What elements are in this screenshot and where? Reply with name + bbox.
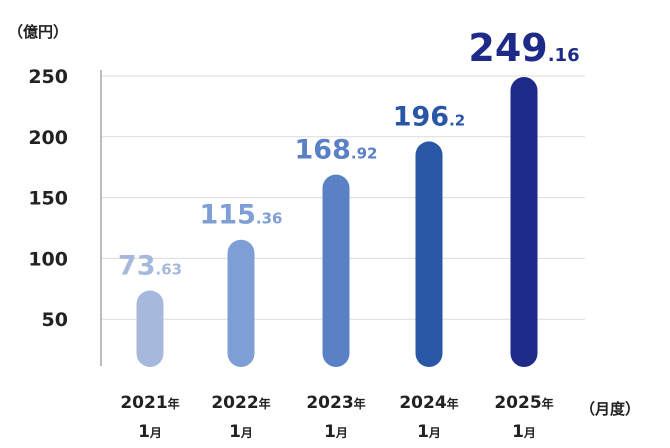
value-label-integer: 196 (393, 101, 449, 132)
value-label-integer: 168 (295, 135, 351, 166)
x-tick-year: 2024年 (399, 393, 458, 413)
value-label-decimal: .2 (449, 111, 465, 129)
value-label-2025: 249.16 (468, 26, 579, 70)
x-tick-year-suffix: 年 (168, 396, 180, 411)
value-label-decimal: .63 (156, 260, 183, 278)
x-tick-year-suffix: 年 (542, 396, 554, 411)
x-tick-month-number: 1 (229, 422, 241, 442)
bar-2025 (510, 77, 538, 368)
bar-2024 (415, 141, 443, 367)
x-tick-month-number: 1 (138, 422, 150, 442)
value-label-integer: 73 (118, 250, 156, 281)
bar-2023 (322, 174, 350, 367)
value-label-2023: 168.92 (295, 135, 378, 166)
x-tick-month: 1月 (512, 422, 536, 442)
x-tick-month: 1月 (138, 422, 162, 442)
x-tick-month-number: 1 (417, 422, 429, 442)
y-tick-label: 50 (42, 309, 68, 331)
value-label-integer: 249 (468, 26, 547, 70)
x-tick-year-suffix: 年 (354, 396, 366, 411)
x-tick-month-number: 1 (324, 422, 336, 442)
x-tick-year: 2025年 (494, 393, 553, 413)
x-tick-year-number: 2024 (399, 393, 446, 413)
x-tick-month: 1月 (229, 422, 253, 442)
y-tick-labels: 50 100 150 200 250 (28, 66, 68, 331)
y-tick-label: 150 (28, 188, 68, 210)
value-label-decimal: .92 (351, 145, 378, 163)
x-tick-month-suffix: 月 (240, 426, 253, 440)
bars (136, 77, 538, 368)
x-tick-month-suffix: 月 (523, 426, 536, 440)
value-label-integer: 115 (200, 200, 256, 231)
x-tick-year-suffix: 年 (259, 396, 271, 411)
x-tick-year-suffix: 年 (447, 396, 459, 411)
x-tick-year-number: 2022 (211, 393, 258, 413)
y-axis-unit: （億円） (8, 23, 68, 41)
x-tick-year: 2022年 (211, 393, 270, 413)
value-label-decimal: .36 (256, 210, 283, 228)
y-tick-label: 200 (28, 127, 68, 149)
x-tick-year: 2023年 (306, 393, 365, 413)
x-tick-year-number: 2025 (494, 393, 541, 413)
x-tick-month: 1月 (324, 422, 348, 442)
bar-2022 (227, 239, 255, 367)
x-tick-month-suffix: 月 (149, 426, 162, 440)
y-tick-label: 250 (28, 66, 68, 88)
value-label-2021: 73.63 (118, 250, 182, 281)
x-tick-month: 1月 (417, 422, 441, 442)
bar-2021 (136, 290, 164, 367)
x-tick-month-number: 1 (512, 422, 524, 442)
x-tick-year-number: 2021 (120, 393, 167, 413)
x-tick-month-suffix: 月 (428, 426, 441, 440)
x-tick-year-number: 2023 (306, 393, 353, 413)
value-label-decimal: .16 (548, 45, 580, 66)
x-tick-year: 2021年 (120, 393, 179, 413)
value-label-2022: 115.36 (200, 200, 283, 231)
x-tick-month-suffix: 月 (335, 426, 348, 440)
x-axis-unit: （月度） (580, 400, 640, 418)
y-tick-label: 100 (28, 248, 68, 270)
value-label-2024: 196.2 (393, 101, 466, 132)
